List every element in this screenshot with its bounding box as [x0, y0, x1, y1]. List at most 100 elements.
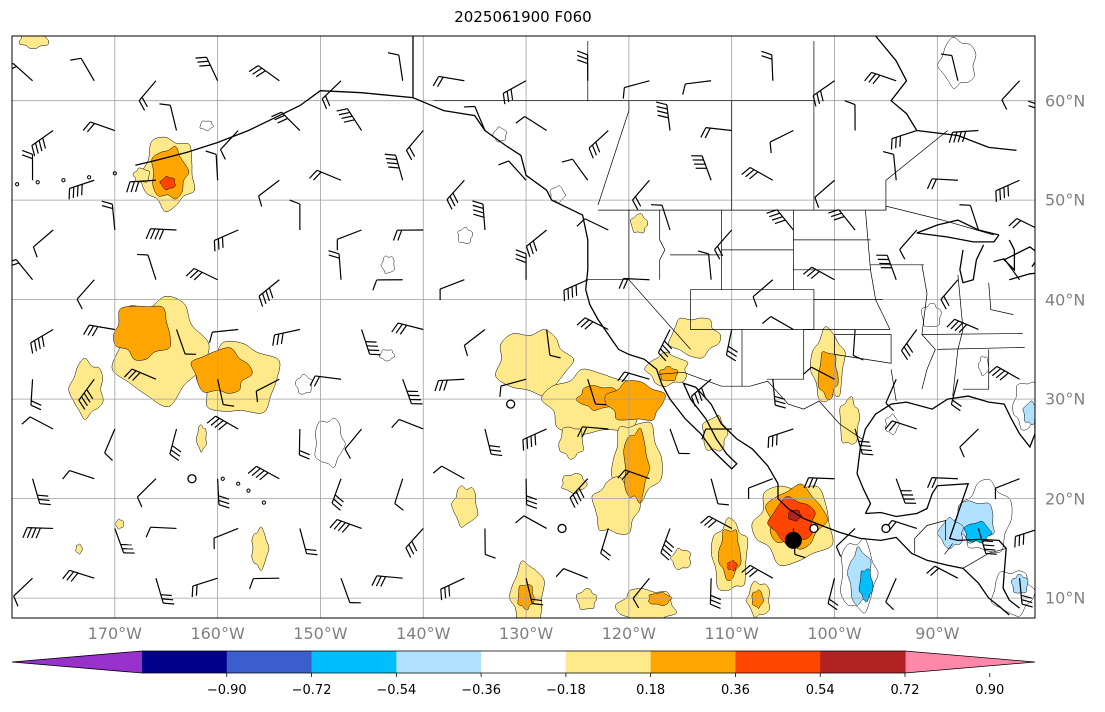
border-26 [921, 333, 1023, 335]
wind-barb-167 [890, 129, 917, 150]
longitude-label: 140°W [396, 624, 451, 643]
wind-barb-125 [392, 229, 424, 241]
contour-fill-31 [251, 526, 270, 571]
contour-fill-29 [839, 396, 860, 445]
contour-fill-66 [492, 126, 508, 143]
wind-barb-183 [812, 80, 835, 107]
wind-barb-45 [710, 478, 729, 506]
wind-barb-66 [959, 428, 979, 458]
wind-barb-0 [13, 577, 33, 607]
wind-barb-182 [761, 50, 774, 81]
wind-barb-26 [600, 528, 612, 561]
contour-fill-58 [1022, 400, 1035, 425]
wind-barb-49 [927, 477, 958, 489]
wind-barb-166 [844, 100, 856, 131]
contour-fill-6 [113, 305, 171, 361]
wind-barb-17 [22, 527, 54, 539]
wind-barb-52 [104, 428, 116, 461]
wind-barb-131 [766, 209, 794, 231]
contour-fill-50 [858, 568, 874, 603]
coastline-0 [135, 36, 414, 166]
coastline-5 [916, 219, 1000, 243]
wind-barb-149 [814, 179, 835, 208]
wind-barb-72 [255, 378, 280, 403]
latitude-label: 20°N [1045, 489, 1086, 509]
wind-barb-97 [761, 316, 794, 331]
wind-barb-156 [219, 130, 239, 160]
wind-barb-165 [769, 129, 794, 154]
colorbar-tick-label: 0.36 [720, 683, 750, 698]
wind-barb-91 [391, 322, 424, 335]
wind-barb-116 [876, 254, 897, 280]
wind-barb-151 [926, 178, 958, 190]
contour-fill-67 [199, 120, 214, 131]
contour-fill-70 [885, 413, 900, 436]
contour-fill-38 [561, 473, 588, 495]
longitude-label: 160°W [190, 624, 245, 643]
wind-barb-20 [213, 527, 239, 550]
wind-barb-71 [217, 379, 235, 407]
wind-barb-127 [525, 229, 548, 257]
wind-barb-76 [499, 378, 527, 397]
latitude-label: 10°N [1045, 588, 1086, 608]
wind-barb-2 [155, 578, 175, 605]
border-16 [834, 334, 892, 364]
wind-barb-114 [752, 279, 774, 308]
wind-barb-152 [995, 179, 1020, 202]
border-24 [963, 349, 990, 390]
wind-barb-50 [994, 478, 1020, 500]
wind-barb-126 [472, 200, 486, 231]
wind-barb-14 [885, 577, 897, 611]
latitude-label: 50°N [1045, 190, 1086, 210]
wind-barb-25 [515, 515, 547, 529]
colorbar-band-6 [650, 651, 737, 673]
wind-barb-124 [336, 229, 362, 251]
wind-barb-163 [655, 101, 671, 131]
wind-barb-108 [372, 279, 403, 291]
colorbar-tick-label: 0.90 [975, 683, 1005, 698]
wind-barb-13 [827, 578, 839, 611]
wind-barb-140 [258, 179, 280, 207]
border-5 [659, 210, 666, 280]
colorbar-band-2 [311, 651, 397, 673]
border-19 [921, 264, 936, 390]
island-4 [15, 182, 20, 187]
calm-marker-4 [881, 523, 891, 534]
wind-barb-87 [175, 329, 197, 355]
border-0 [598, 205, 994, 236]
contour-fill-26 [751, 589, 765, 609]
contour-fill-43 [75, 543, 83, 555]
contour-fill-46 [630, 213, 649, 234]
wind-barb-185 [940, 53, 959, 81]
wind-barb-61 [669, 428, 690, 455]
wind-barb-113 [697, 250, 712, 280]
contour-fill-45 [18, 36, 50, 49]
wind-barb-36 [136, 478, 157, 508]
wind-barb-132 [828, 209, 856, 231]
wind-barb-109 [439, 279, 465, 301]
calm-marker-0 [187, 474, 197, 484]
island-0 [112, 171, 117, 176]
wind-barb-179 [576, 50, 589, 81]
wind-barb-34 [31, 478, 51, 506]
wind-barb-44 [617, 469, 650, 481]
map-frame [11, 35, 1036, 619]
border-3 [585, 210, 630, 281]
wind-barb-102 [12, 258, 34, 281]
contour-fill-24 [727, 560, 738, 571]
border-30 [885, 130, 948, 211]
colorbar-band-1 [226, 651, 313, 673]
coastline-4 [875, 36, 1017, 152]
border-17 [865, 210, 891, 330]
colorbar-band-5 [565, 651, 652, 673]
map-title: 2025061900 F060 [454, 8, 592, 26]
wind-barb-70 [123, 368, 157, 381]
wind-barb-10 [632, 577, 650, 609]
wind-barb-83 [950, 379, 962, 412]
contour-fill-16 [668, 317, 721, 359]
wind-barb-178 [502, 80, 527, 105]
wind-barb-62 [701, 428, 732, 440]
wind-barb-143 [446, 179, 465, 210]
coastline-2 [856, 395, 1035, 514]
wind-barb-98 [852, 329, 864, 361]
